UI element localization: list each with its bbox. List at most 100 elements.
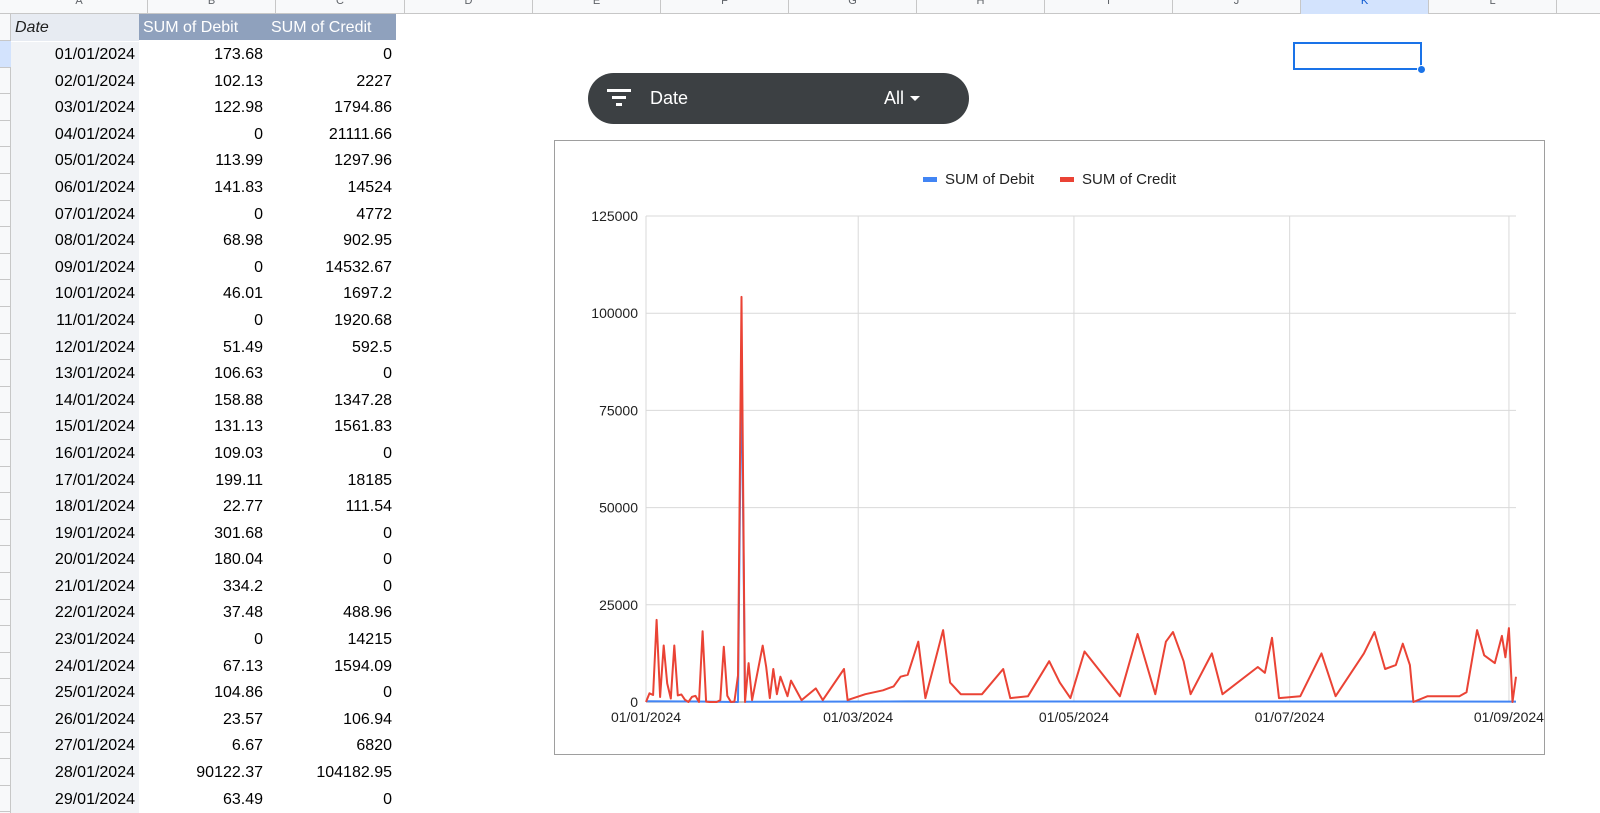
cell-debit[interactable]: 0 [254, 631, 263, 649]
cell-debit[interactable]: 0 [254, 125, 263, 143]
cell-credit[interactable]: 1794.86 [334, 99, 392, 117]
column-header-a[interactable]: A [11, 0, 148, 14]
row-header[interactable] [0, 94, 11, 121]
row-header[interactable] [0, 121, 11, 148]
cell-date[interactable]: 17/01/2024 [11, 467, 139, 495]
cell-date[interactable]: 02/01/2024 [11, 68, 139, 96]
cell-date[interactable]: 14/01/2024 [11, 387, 139, 415]
cell-credit[interactable]: 0 [383, 365, 392, 383]
row-header[interactable] [0, 227, 11, 254]
row-header[interactable] [0, 653, 11, 680]
cell-date[interactable]: 26/01/2024 [11, 706, 139, 734]
row-header[interactable] [0, 201, 11, 228]
cell-date[interactable]: 12/01/2024 [11, 334, 139, 362]
cell-date[interactable]: 20/01/2024 [11, 547, 139, 574]
cell-credit[interactable]: 0 [383, 551, 392, 569]
column-header-h[interactable]: H [917, 0, 1045, 14]
cell-debit[interactable]: 334.2 [222, 577, 263, 595]
cell-debit[interactable]: 6.67 [231, 737, 263, 755]
cell-date[interactable]: 27/01/2024 [11, 733, 139, 761]
cell-credit[interactable]: 14532.67 [325, 258, 392, 276]
cell-debit[interactable]: 301.68 [214, 524, 263, 542]
cell-debit[interactable]: 0 [254, 205, 263, 223]
cell-date[interactable]: 29/01/2024 [11, 786, 139, 813]
cell-debit[interactable]: 37.48 [222, 604, 263, 622]
cell-debit[interactable]: 0 [254, 258, 263, 276]
row-header[interactable] [0, 467, 11, 494]
row-header[interactable] [0, 573, 11, 600]
cell-debit[interactable]: 141.83 [214, 178, 263, 196]
row-header[interactable] [0, 546, 11, 573]
column-header-d[interactable]: D [405, 0, 533, 14]
row-header[interactable] [0, 280, 11, 307]
chevron-down-icon[interactable] [910, 96, 920, 101]
cell-date[interactable]: 19/01/2024 [11, 520, 139, 548]
row-header[interactable] [0, 440, 11, 467]
cell-debit[interactable]: 180.04 [214, 551, 263, 569]
cell-credit[interactable]: 0 [383, 46, 392, 63]
cell-date[interactable]: 07/01/2024 [11, 201, 139, 229]
row-header[interactable] [0, 626, 11, 653]
cell-date[interactable]: 21/01/2024 [11, 573, 139, 601]
cell-credit[interactable]: 488.96 [343, 604, 392, 622]
row-header[interactable] [0, 254, 11, 281]
cell-date[interactable]: 16/01/2024 [11, 440, 139, 468]
cell-debit[interactable]: 106.63 [214, 365, 263, 383]
cell-credit[interactable]: 104182.95 [316, 764, 392, 782]
cell-debit[interactable]: 173.68 [214, 46, 263, 63]
cell-date[interactable]: 03/01/2024 [11, 95, 139, 122]
cell-debit[interactable]: 102.13 [214, 72, 263, 90]
row-header[interactable] [0, 14, 11, 41]
cell-credit[interactable]: 14215 [347, 631, 393, 649]
cell-date[interactable]: 23/01/2024 [11, 627, 139, 654]
row-header[interactable] [0, 41, 11, 68]
cell-date[interactable]: 05/01/2024 [11, 148, 139, 175]
cell-credit[interactable]: 592.5 [351, 338, 392, 356]
row-header[interactable] [0, 759, 11, 786]
column-header-b[interactable]: B [148, 0, 276, 14]
cell-date[interactable]: 22/01/2024 [11, 600, 139, 628]
cell-date[interactable]: 13/01/2024 [11, 361, 139, 388]
cell-date[interactable]: 01/01/2024 [11, 42, 139, 69]
cell-credit[interactable]: 0 [383, 577, 392, 595]
cell-debit[interactable]: 104.86 [214, 684, 263, 702]
row-header[interactable] [0, 360, 11, 387]
date-slicer[interactable]: Date All [588, 73, 969, 124]
column-header-i[interactable]: I [1045, 0, 1173, 14]
column-header-g[interactable]: G [789, 0, 917, 14]
cell-debit[interactable]: 90122.37 [196, 764, 263, 782]
row-header[interactable] [0, 706, 11, 733]
row-header[interactable] [0, 174, 11, 201]
cell-credit[interactable]: 0 [383, 790, 392, 808]
cell-debit[interactable]: 46.01 [222, 285, 263, 303]
cell-debit[interactable]: 199.11 [215, 471, 263, 489]
column-header-f[interactable]: F [661, 0, 789, 14]
cell-credit[interactable]: 1561.83 [334, 418, 392, 436]
cell-credit[interactable]: 0 [383, 684, 392, 702]
cell-credit[interactable]: 1347.28 [334, 391, 392, 409]
cell-credit[interactable]: 0 [383, 444, 392, 462]
cell-debit[interactable]: 23.57 [222, 710, 263, 728]
fill-handle[interactable] [1417, 65, 1426, 74]
cell-debit[interactable]: 131.13 [214, 418, 263, 436]
cell-date[interactable]: 25/01/2024 [11, 680, 139, 707]
pivot-header-date[interactable]: Date [11, 14, 139, 41]
column-header-e[interactable]: E [533, 0, 661, 14]
selected-cell[interactable] [1293, 42, 1422, 70]
cell-debit[interactable]: 63.49 [222, 790, 263, 808]
row-header[interactable] [0, 600, 11, 627]
column-header-l[interactable]: L [1429, 0, 1557, 14]
cell-credit[interactable]: 1697.2 [343, 285, 392, 303]
cell-credit[interactable]: 6820 [356, 737, 392, 755]
cell-date[interactable]: 11/01/2024 [11, 307, 139, 335]
row-header[interactable] [0, 147, 11, 174]
cell-debit[interactable]: 0 [254, 311, 263, 329]
cell-credit[interactable]: 2227 [356, 72, 392, 90]
line-chart[interactable]: 0 25000 50000 75000 100000 125000 01/01/2024 01… [554, 140, 1545, 755]
slicer-value-dropdown[interactable]: All [884, 88, 905, 108]
cell-credit[interactable]: 902.95 [343, 232, 392, 250]
cell-date[interactable]: 08/01/2024 [11, 228, 139, 255]
cell-debit[interactable]: 109.03 [214, 444, 263, 462]
pivot-header-debit[interactable]: SUM of Debit [143, 19, 239, 36]
row-header[interactable] [0, 334, 11, 361]
